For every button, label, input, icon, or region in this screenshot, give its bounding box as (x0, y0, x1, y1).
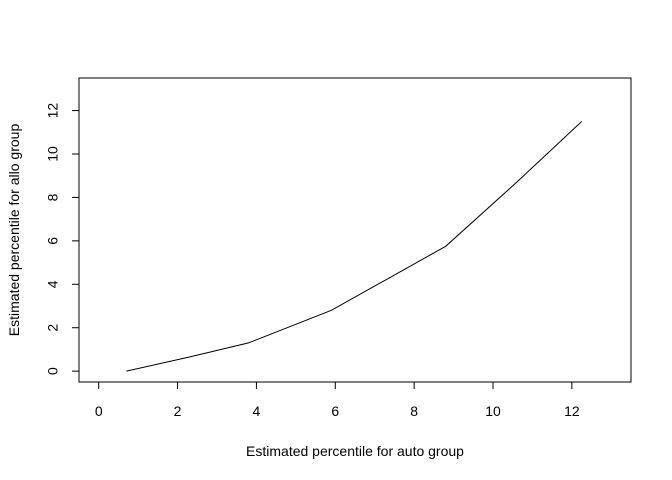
x-tick-label: 6 (331, 403, 339, 419)
x-tick-label: 2 (174, 403, 182, 419)
plot-frame (78, 77, 632, 383)
x-axis-label: Estimated percentile for auto group (246, 443, 464, 459)
y-axis-label: Estimated percentile for allo group (6, 124, 22, 337)
series-layer (126, 121, 583, 372)
y-tick-label: 12 (45, 103, 61, 119)
y-tick-label: 2 (45, 324, 61, 332)
x-axis: 0 2 4 6 8 10 12 (95, 381, 580, 419)
series-line (126, 121, 583, 372)
y-tick-label: 10 (45, 146, 61, 162)
y-tick-label: 6 (45, 237, 61, 245)
y-tick-label: 4 (45, 280, 61, 288)
x-tick-label: 0 (95, 403, 103, 419)
y-axis: 0 2 4 6 8 10 12 (45, 103, 80, 375)
x-tick-label: 12 (564, 403, 580, 419)
x-tick-label: 4 (253, 403, 261, 419)
x-tick-label: 10 (485, 403, 501, 419)
y-tick-label: 0 (45, 367, 61, 375)
x-tick-label: 8 (410, 403, 418, 419)
y-tick-label: 8 (45, 193, 61, 201)
